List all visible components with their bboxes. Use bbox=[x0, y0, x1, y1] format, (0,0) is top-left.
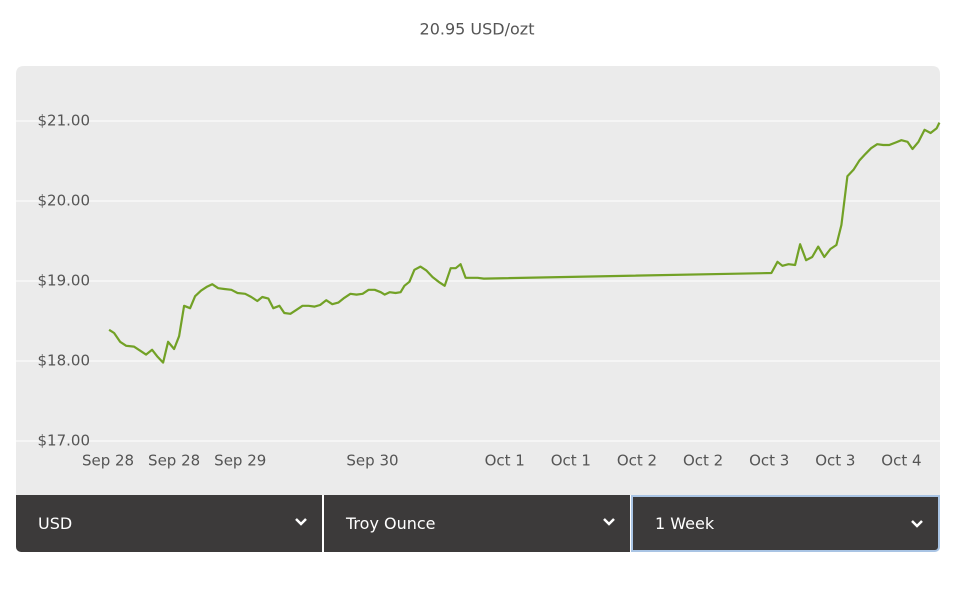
chevron bbox=[295, 518, 307, 526]
x-tick-label: Oct 1 bbox=[551, 452, 591, 470]
x-tick-label: Oct 3 bbox=[815, 452, 855, 470]
x-tick-label: Oct 3 bbox=[749, 452, 789, 470]
price-display: 20.95 USD/ozt bbox=[420, 20, 535, 39]
unit-dropdown[interactable]: Troy Ounce bbox=[324, 495, 630, 552]
y-tick-label: $20.00 bbox=[38, 192, 91, 210]
x-tick-label: Sep 28 bbox=[148, 452, 200, 470]
x-tick-label: Oct 2 bbox=[683, 452, 723, 470]
y-tick-label: $19.00 bbox=[38, 272, 91, 290]
chevron bbox=[603, 518, 615, 526]
range-dropdown[interactable]: 1 Week bbox=[631, 495, 940, 552]
currency-dropdown[interactable]: USD bbox=[16, 495, 322, 552]
x-tick-label: Sep 30 bbox=[346, 452, 398, 470]
price-line bbox=[108, 122, 941, 364]
dropdown-value: 1 Week bbox=[655, 514, 715, 533]
chart: 20.95 USD/ozt $17.00 $18.00 $19.00 $20.00 $2… bbox=[16, 20, 941, 495]
x-tick-label: Oct 2 bbox=[617, 452, 657, 470]
dropdown-value: USD bbox=[38, 514, 73, 533]
x-tick-label: Oct 4 bbox=[881, 452, 921, 470]
dropdown-value: Troy Ounce bbox=[346, 514, 436, 533]
x-tick-label: Sep 29 bbox=[214, 452, 266, 470]
x-tick-label: Oct 1 bbox=[485, 452, 525, 470]
y-tick-label: $21.00 bbox=[38, 112, 91, 130]
x-tick-label: Sep 28 bbox=[82, 452, 134, 470]
y-tick-label: $17.00 bbox=[38, 432, 91, 450]
chevron bbox=[911, 520, 923, 528]
y-tick-label: $18.00 bbox=[38, 352, 91, 370]
